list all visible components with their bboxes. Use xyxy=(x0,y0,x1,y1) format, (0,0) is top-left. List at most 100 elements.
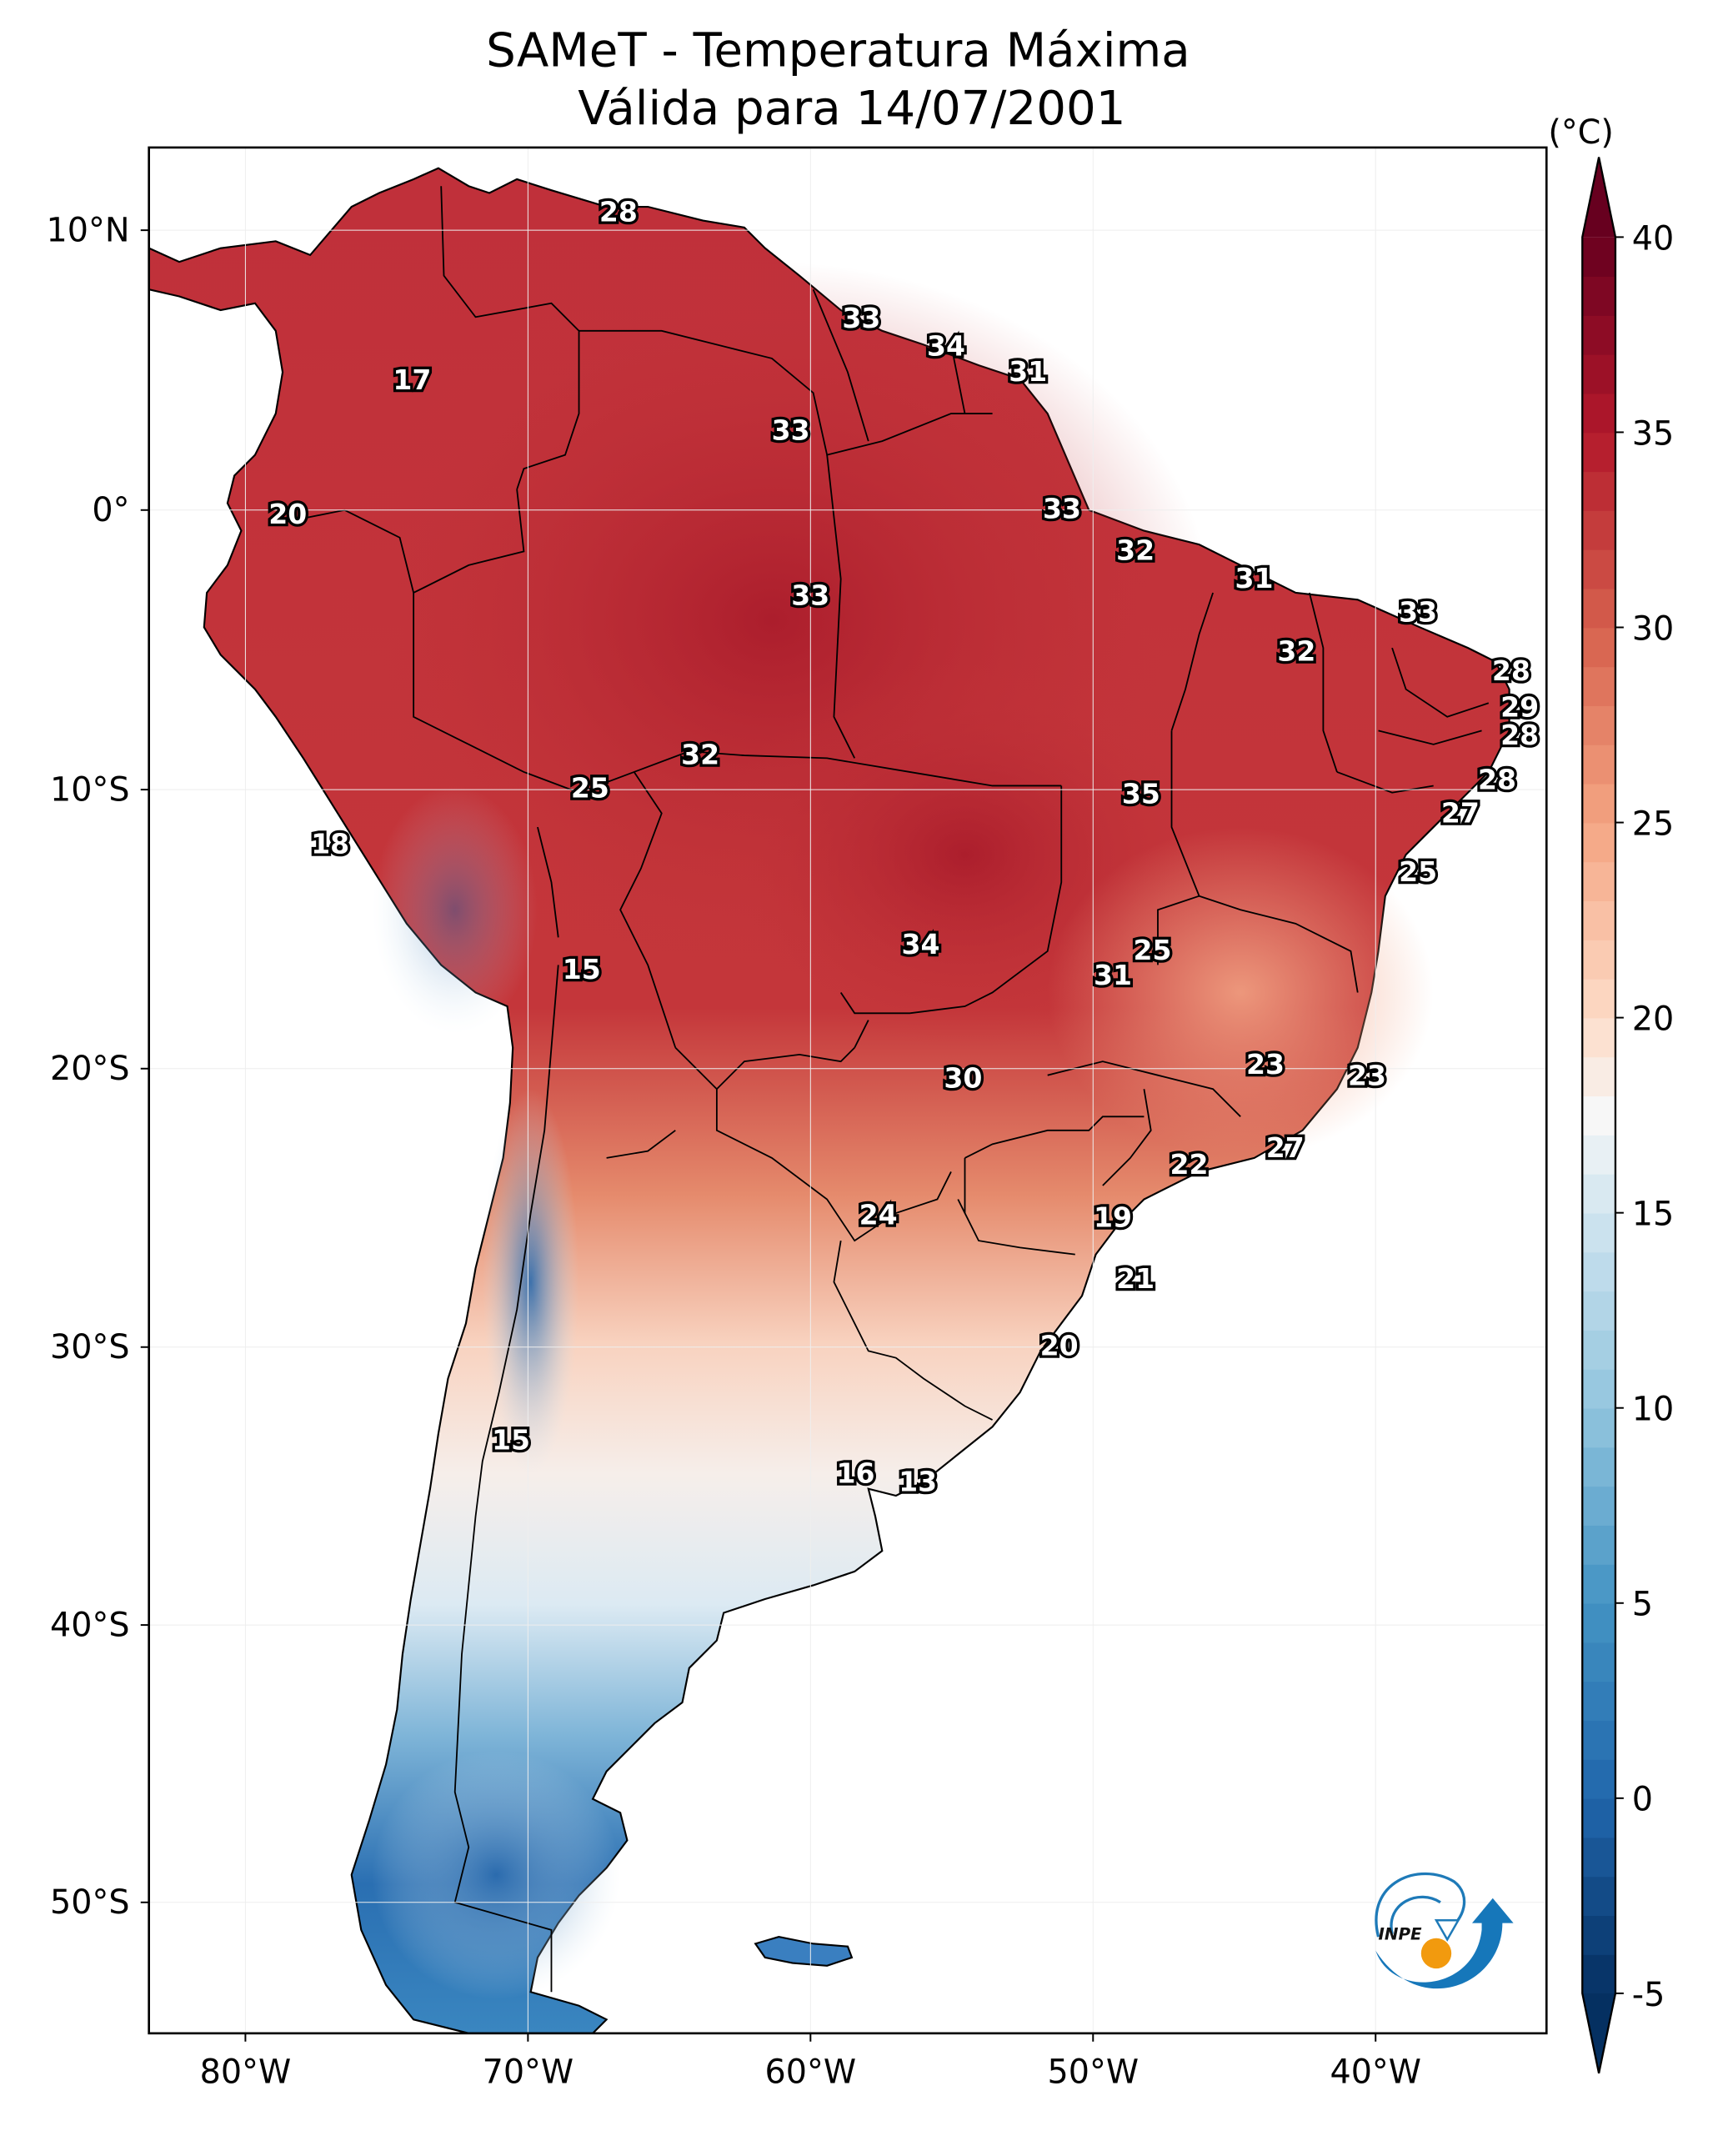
colorbar-tick-label: 0 xyxy=(1632,1781,1653,1819)
colorbar-band xyxy=(1582,1954,1615,1994)
station-temperature-label: 32 xyxy=(1116,534,1155,567)
station-temperature-label: 20 xyxy=(268,498,307,530)
colorbar-band xyxy=(1582,1291,1615,1331)
colorbar-band xyxy=(1582,1759,1615,1799)
colorbar-band xyxy=(1582,1720,1615,1760)
country-borders xyxy=(275,186,1490,1993)
colorbar-band xyxy=(1582,666,1615,706)
station-temperature-label: 31 xyxy=(1009,355,1047,388)
colorbar-unit-label: (°C) xyxy=(1548,113,1614,152)
station-temperature-label: 31 xyxy=(1235,562,1273,594)
colorbar-tick-label: -5 xyxy=(1632,1976,1665,2014)
colorbar-band xyxy=(1582,627,1615,668)
colorbar-band xyxy=(1582,1798,1615,1838)
colorbar-band xyxy=(1582,588,1615,629)
station-temperature-label: 20 xyxy=(1040,1329,1079,1361)
cold-region-patagonia xyxy=(372,1750,621,1999)
station-temperature-label: 33 xyxy=(772,414,810,446)
station-temperature-label: 15 xyxy=(492,1424,530,1457)
colorbar-tick-label: 25 xyxy=(1632,805,1674,843)
logo-down-arrow xyxy=(1434,1919,1460,1942)
colorbar-band xyxy=(1582,1096,1615,1136)
colorbar-band xyxy=(1582,1681,1615,1722)
station-temperature-label: 32 xyxy=(681,738,719,770)
station-temperature-label: 28 xyxy=(1492,654,1530,687)
station-temperature-label: 33 xyxy=(842,302,880,334)
colorbar-band xyxy=(1582,1525,1615,1565)
colorbar-band xyxy=(1582,1330,1615,1370)
colorbar: (°C) 40 35 30 25 20 15 10 5 0 -5 xyxy=(1548,113,1674,2074)
y-tick-label: 10°N xyxy=(47,211,130,249)
logo-swirl-outer xyxy=(1375,1873,1466,1938)
colorbar-band xyxy=(1582,549,1615,589)
station-temperature-label: 30 xyxy=(944,1062,982,1095)
station-temperature-label: 21 xyxy=(1116,1262,1155,1295)
colorbar-extend-min xyxy=(1582,1993,1615,2073)
station-temperature-label: 34 xyxy=(927,330,965,363)
station-temperature-label: 24 xyxy=(859,1198,898,1231)
gridlines xyxy=(148,147,1547,2033)
x-axis-ticks: 80°W 70°W 60°W 50°W 40°W xyxy=(200,2033,1421,2091)
station-temperature-label: 28 xyxy=(599,195,638,228)
station-temperature-label: 33 xyxy=(1043,492,1081,524)
inpe-logo: INPE xyxy=(1375,1873,1514,1989)
station-temperature-label: 28 xyxy=(1478,764,1516,796)
colorbar-band xyxy=(1582,393,1615,434)
colorbar-band xyxy=(1582,315,1615,355)
station-temperature-label: 18 xyxy=(311,828,349,860)
colorbar-band xyxy=(1582,1915,1615,1955)
cold-region-andes-peru xyxy=(372,785,538,1035)
colorbar-band xyxy=(1582,510,1615,550)
colorbar-band xyxy=(1582,783,1615,824)
colorbar-band xyxy=(1582,1876,1615,1917)
station-temperature-label: 23 xyxy=(1348,1059,1386,1091)
falkland-islands xyxy=(754,1935,854,1967)
colorbar-tick-label: 20 xyxy=(1632,1000,1674,1038)
station-temperature-label: 27 xyxy=(1266,1131,1305,1164)
colorbar-tick-label: 5 xyxy=(1632,1586,1653,1624)
x-tick-label: 50°W xyxy=(1048,2053,1139,2091)
colorbar-band xyxy=(1582,1642,1615,1682)
colorbar-band xyxy=(1582,471,1615,511)
x-tick-label: 40°W xyxy=(1330,2053,1421,2091)
colorbar-band xyxy=(1582,1212,1615,1253)
y-tick-label: 10°S xyxy=(50,770,129,809)
colorbar-band xyxy=(1582,1173,1615,1214)
colorbar-band xyxy=(1582,1056,1615,1097)
x-tick-label: 80°W xyxy=(200,2053,292,2091)
x-tick-label: 70°W xyxy=(483,2053,574,2091)
station-temperature-label: 28 xyxy=(1500,719,1539,751)
colorbar-band xyxy=(1582,705,1615,745)
colorbar-band xyxy=(1582,1602,1615,1643)
colorbar-bands xyxy=(1581,157,1617,2074)
station-temperature-label: 29 xyxy=(1500,690,1539,723)
station-temperature-label: 33 xyxy=(1399,595,1437,628)
y-axis-ticks: 10°N 0° 10°S 20°S 30°S 40°S 50°S xyxy=(47,211,149,1922)
logo-swirl-inner xyxy=(1390,1895,1441,1935)
colorbar-band xyxy=(1582,1447,1615,1487)
colorbar-extend-max xyxy=(1582,157,1615,238)
logo-text: INPE xyxy=(1379,1924,1423,1943)
map-frame xyxy=(148,146,1548,2035)
colorbar-band xyxy=(1582,1017,1615,1058)
title-line-2: Válida para 14/07/2001 xyxy=(578,82,1125,136)
title-line-1: SAMeT - Temperatura Máxima xyxy=(486,23,1190,78)
station-temperature-label: 15 xyxy=(563,953,601,985)
colorbar-band xyxy=(1582,276,1615,316)
warm-region-southeast xyxy=(1047,827,1434,1158)
colorbar-band xyxy=(1582,744,1615,785)
colorbar-tick-label: 15 xyxy=(1632,1196,1674,1234)
colorbar-band xyxy=(1582,939,1615,980)
colorbar-tick-label: 35 xyxy=(1632,414,1674,453)
logo-orange-dot xyxy=(1420,1938,1452,1969)
colorbar-ticks: 40 35 30 25 20 15 10 5 0 -5 xyxy=(1615,219,1674,2014)
colorbar-tick-label: 30 xyxy=(1632,609,1674,648)
y-tick-label: 0° xyxy=(92,491,129,529)
y-tick-label: 30°S xyxy=(50,1328,129,1366)
station-temperature-label: 25 xyxy=(1399,855,1437,888)
colorbar-band xyxy=(1582,1135,1615,1175)
colorbar-band xyxy=(1582,1486,1615,1526)
station-temperature-label: 32 xyxy=(1277,634,1315,667)
